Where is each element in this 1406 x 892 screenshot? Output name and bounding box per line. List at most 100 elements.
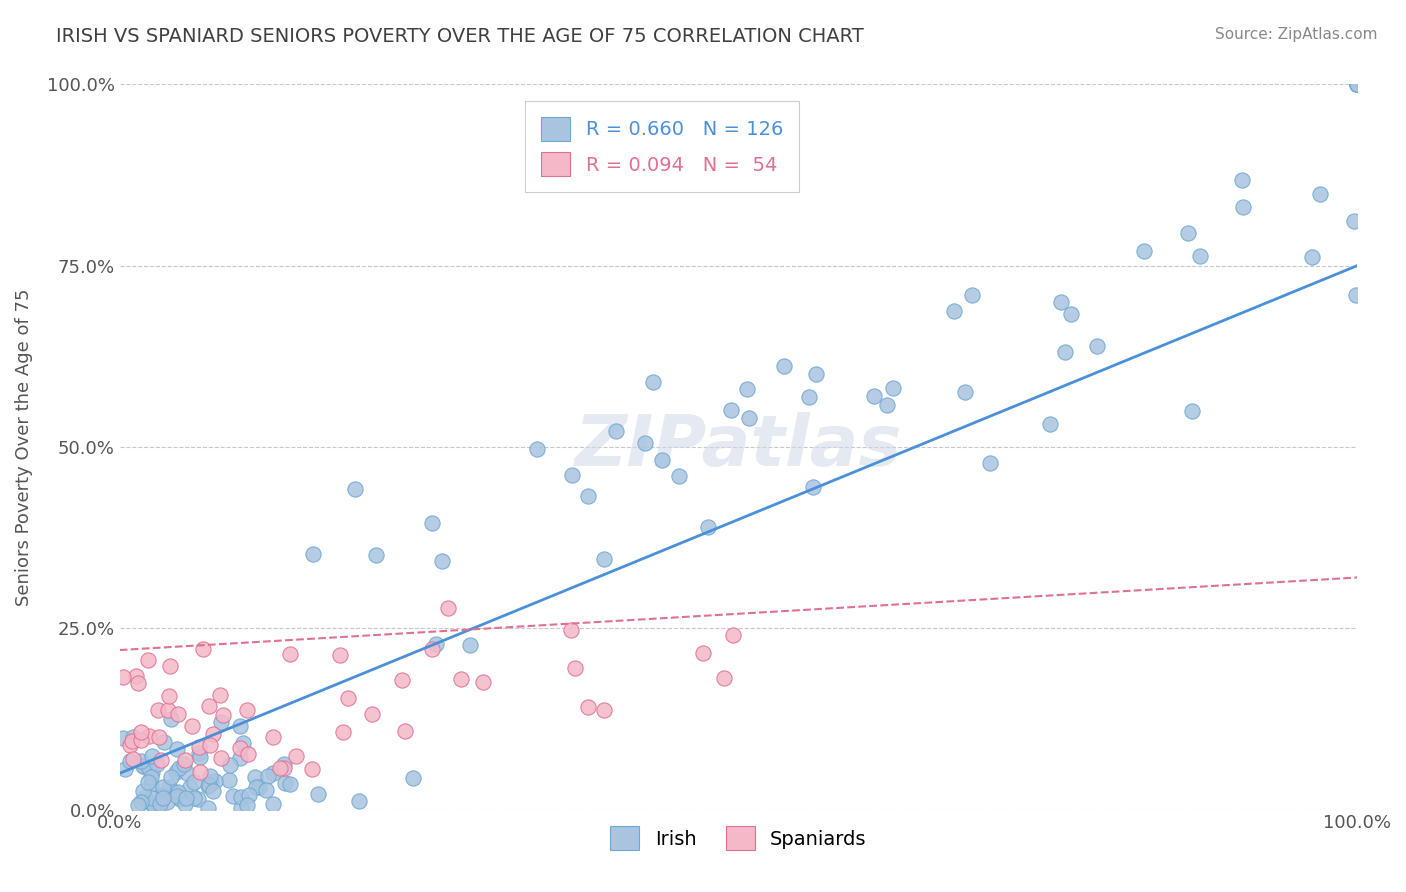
Point	[180, 719, 202, 733]
Point	[142, 798, 165, 813]
Point	[179, 780, 201, 794]
Point	[450, 672, 472, 686]
Point	[136, 774, 159, 789]
Point	[183, 774, 205, 789]
Point	[882, 381, 904, 395]
Point	[876, 399, 898, 413]
Point	[605, 424, 627, 438]
Point	[129, 754, 152, 768]
Point	[243, 770, 266, 784]
Point	[148, 731, 170, 745]
Point	[127, 797, 149, 812]
Point	[301, 762, 323, 776]
Point	[1085, 339, 1108, 353]
Point	[150, 789, 173, 803]
Text: Source: ZipAtlas.com: Source: ZipAtlas.com	[1215, 27, 1378, 42]
Point	[713, 671, 735, 685]
Point	[1232, 200, 1254, 214]
Point	[218, 757, 240, 772]
Point	[204, 773, 226, 788]
Point	[121, 731, 143, 745]
Point	[191, 642, 214, 657]
Point	[1230, 173, 1253, 187]
Point	[148, 703, 170, 717]
Point	[308, 787, 330, 801]
Point	[183, 791, 205, 805]
Point	[278, 647, 301, 661]
Point	[262, 730, 284, 744]
Point	[118, 739, 141, 753]
Point	[274, 776, 297, 790]
Point	[804, 367, 827, 381]
Point	[592, 703, 614, 717]
Point	[430, 554, 453, 568]
Point	[1060, 307, 1083, 321]
Point	[218, 772, 240, 787]
Point	[436, 601, 458, 615]
Point	[176, 765, 198, 780]
Point	[329, 648, 352, 662]
Point	[668, 469, 690, 483]
Point	[229, 740, 252, 755]
Point	[238, 789, 260, 803]
Point	[238, 747, 260, 761]
Point	[145, 756, 167, 771]
Point	[153, 735, 176, 749]
Point	[236, 797, 259, 812]
Point	[738, 411, 761, 425]
Point	[121, 734, 143, 748]
Point	[254, 783, 277, 797]
Point	[209, 715, 232, 730]
Point	[200, 774, 222, 789]
Point	[141, 791, 163, 805]
Point	[166, 789, 188, 803]
Point	[197, 800, 219, 814]
Point	[863, 389, 886, 403]
Point	[262, 797, 284, 812]
Point	[1133, 244, 1156, 259]
Point	[960, 288, 983, 302]
Point	[138, 653, 160, 667]
Point	[169, 761, 191, 775]
Point	[337, 691, 360, 706]
Point	[212, 708, 235, 723]
Point	[696, 519, 718, 533]
Point	[560, 624, 582, 638]
Point	[422, 642, 444, 657]
Point	[221, 789, 243, 804]
Point	[1346, 78, 1368, 92]
Point	[1177, 227, 1199, 241]
Point	[129, 733, 152, 747]
Point	[471, 674, 494, 689]
Point	[129, 795, 152, 809]
Point	[134, 758, 156, 772]
Point	[402, 771, 425, 785]
Point	[953, 385, 976, 400]
Point	[273, 761, 295, 775]
Point	[1343, 214, 1365, 228]
Y-axis label: Seniors Poverty Over the Age of 75: Seniors Poverty Over the Age of 75	[15, 288, 32, 606]
Point	[593, 551, 616, 566]
Point	[343, 482, 366, 496]
Point	[152, 789, 174, 803]
Point	[425, 637, 447, 651]
Point	[232, 736, 254, 750]
Point	[394, 724, 416, 739]
Point	[943, 304, 966, 318]
Point	[174, 797, 197, 812]
Point	[139, 777, 162, 791]
Point	[121, 752, 143, 766]
Point	[1039, 417, 1062, 431]
Point	[188, 740, 211, 755]
Point	[157, 780, 180, 794]
Point	[157, 689, 180, 703]
Point	[156, 795, 179, 809]
Point	[692, 646, 714, 660]
Point	[651, 453, 673, 467]
Point	[152, 790, 174, 805]
Point	[166, 707, 188, 722]
Point	[1346, 78, 1368, 92]
Point	[1346, 78, 1368, 92]
Point	[1346, 78, 1368, 92]
Point	[146, 798, 169, 813]
